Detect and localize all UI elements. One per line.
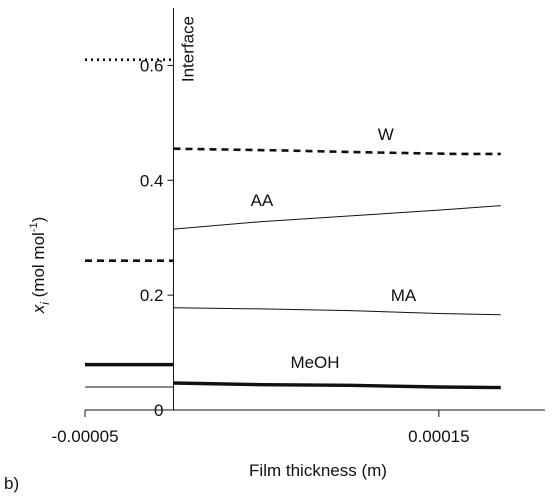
series-lines <box>173 147 501 390</box>
tick-labels: 0 0.2 0.4 0.6 -0.00005 0.00015 <box>51 56 469 446</box>
series-label-aa: AA <box>251 191 274 210</box>
x-tick-label: -0.00005 <box>51 427 118 446</box>
series-line-meoh <box>173 381 501 390</box>
y-tick-label: 0.6 <box>140 56 164 75</box>
series-label-w: W <box>378 125 394 144</box>
y-axis-unit-prefix: (mol mol <box>29 232 48 302</box>
y-axis-unit-suffix: ) <box>29 217 48 223</box>
y-tick-label: 0.2 <box>140 286 164 305</box>
y-axis-symbol: x <box>29 304 48 314</box>
y-tick-label: 0.4 <box>140 171 164 190</box>
series-label-ma: MA <box>391 286 417 305</box>
interface-label: Interface <box>178 16 197 82</box>
x-axis-title: Film thickness (m) <box>249 461 387 480</box>
x-tick-label: 0.00015 <box>408 427 469 446</box>
bulk-gas-lines <box>85 58 174 388</box>
y-axis-unit-sup: -1 <box>28 222 40 232</box>
y-axis-title: xi (mol mol-1) <box>28 217 52 315</box>
annotation-labels: Interface W AA MA MeOH <box>178 16 416 372</box>
series-label-meoh: MeOH <box>290 353 339 372</box>
y-tick-label: 0 <box>154 401 163 420</box>
series-line-w <box>173 147 501 156</box>
y-axis-subscript: i <box>38 302 52 305</box>
axes <box>84 8 545 417</box>
panel-label: b) <box>4 474 19 493</box>
series-line-aa <box>173 205 501 230</box>
series-line-ma <box>173 307 501 316</box>
